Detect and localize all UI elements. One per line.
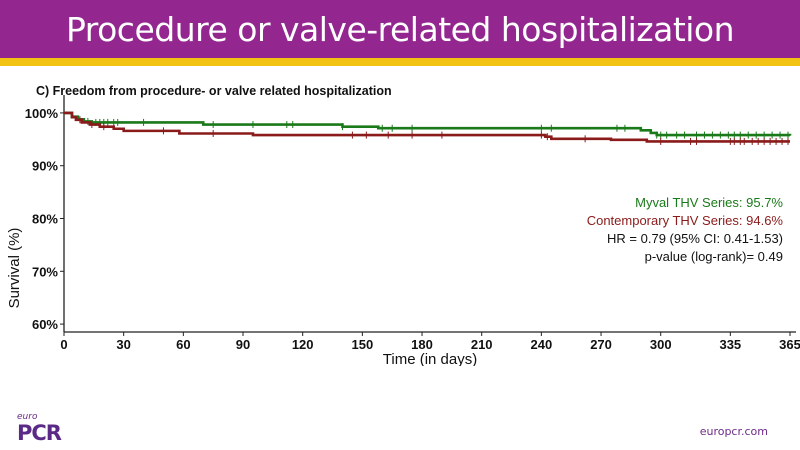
- series-layer: [64, 111, 792, 145]
- y-axis-label: Survival (%): [6, 228, 23, 309]
- km-chart: C) Freedom from procedure- or valve rela…: [6, 84, 800, 366]
- logo-euro-text: euro: [17, 412, 38, 422]
- x-tick-label: 30: [116, 337, 130, 352]
- x-tick-label: 150: [352, 337, 374, 352]
- x-tick-label: 180: [411, 337, 433, 352]
- accent-bar: [0, 58, 800, 66]
- chart-title: C) Freedom from procedure- or valve rela…: [36, 84, 392, 98]
- europcr-logo: euro PCR: [17, 412, 62, 445]
- x-tick-label: 270: [590, 337, 612, 352]
- y-tick-label: 100%: [25, 106, 59, 121]
- y-tick-label: 60%: [32, 317, 58, 332]
- slide-header: [0, 0, 800, 58]
- footer-url: europcr.com: [699, 425, 768, 438]
- y-tick-label: 70%: [32, 264, 58, 279]
- annotations: Myval THV Series: 95.7% Contemporary THV …: [587, 195, 784, 264]
- km-curve-contemporary: [64, 111, 790, 143]
- annotation-text: HR = 0.79 (95% CI: 0.41-1.53): [607, 231, 783, 246]
- y-tick-label: 80%: [32, 212, 58, 227]
- km-curve-myval: [64, 111, 792, 137]
- x-tick-label: 240: [531, 337, 553, 352]
- annotation-text: Myval THV Series: 95.7%: [635, 195, 783, 210]
- x-tick-label: 120: [292, 337, 314, 352]
- axes: 60% 70% 80% 90% 100% 0 30 60 90 120 150 180 210 240 27…: [25, 95, 800, 352]
- logo-pcr-text: PCR: [17, 421, 62, 445]
- x-tick-label: 300: [650, 337, 672, 352]
- x-tick-label: 60: [176, 337, 190, 352]
- x-tick-label: 365: [779, 337, 800, 352]
- x-tick-label: 90: [236, 337, 250, 352]
- x-tick-label: 210: [471, 337, 493, 352]
- slide-title: Procedure or valve-related hospitalizati…: [65, 10, 735, 49]
- annotation-text: p-value (log-rank)= 0.49: [645, 249, 783, 264]
- x-tick-label: 0: [60, 337, 67, 352]
- x-axis-label: Time (in days): [383, 351, 477, 366]
- annotation-text: Contemporary THV Series: 94.6%: [587, 213, 784, 228]
- y-tick-label: 90%: [32, 159, 58, 174]
- x-tick-label: 335: [719, 337, 741, 352]
